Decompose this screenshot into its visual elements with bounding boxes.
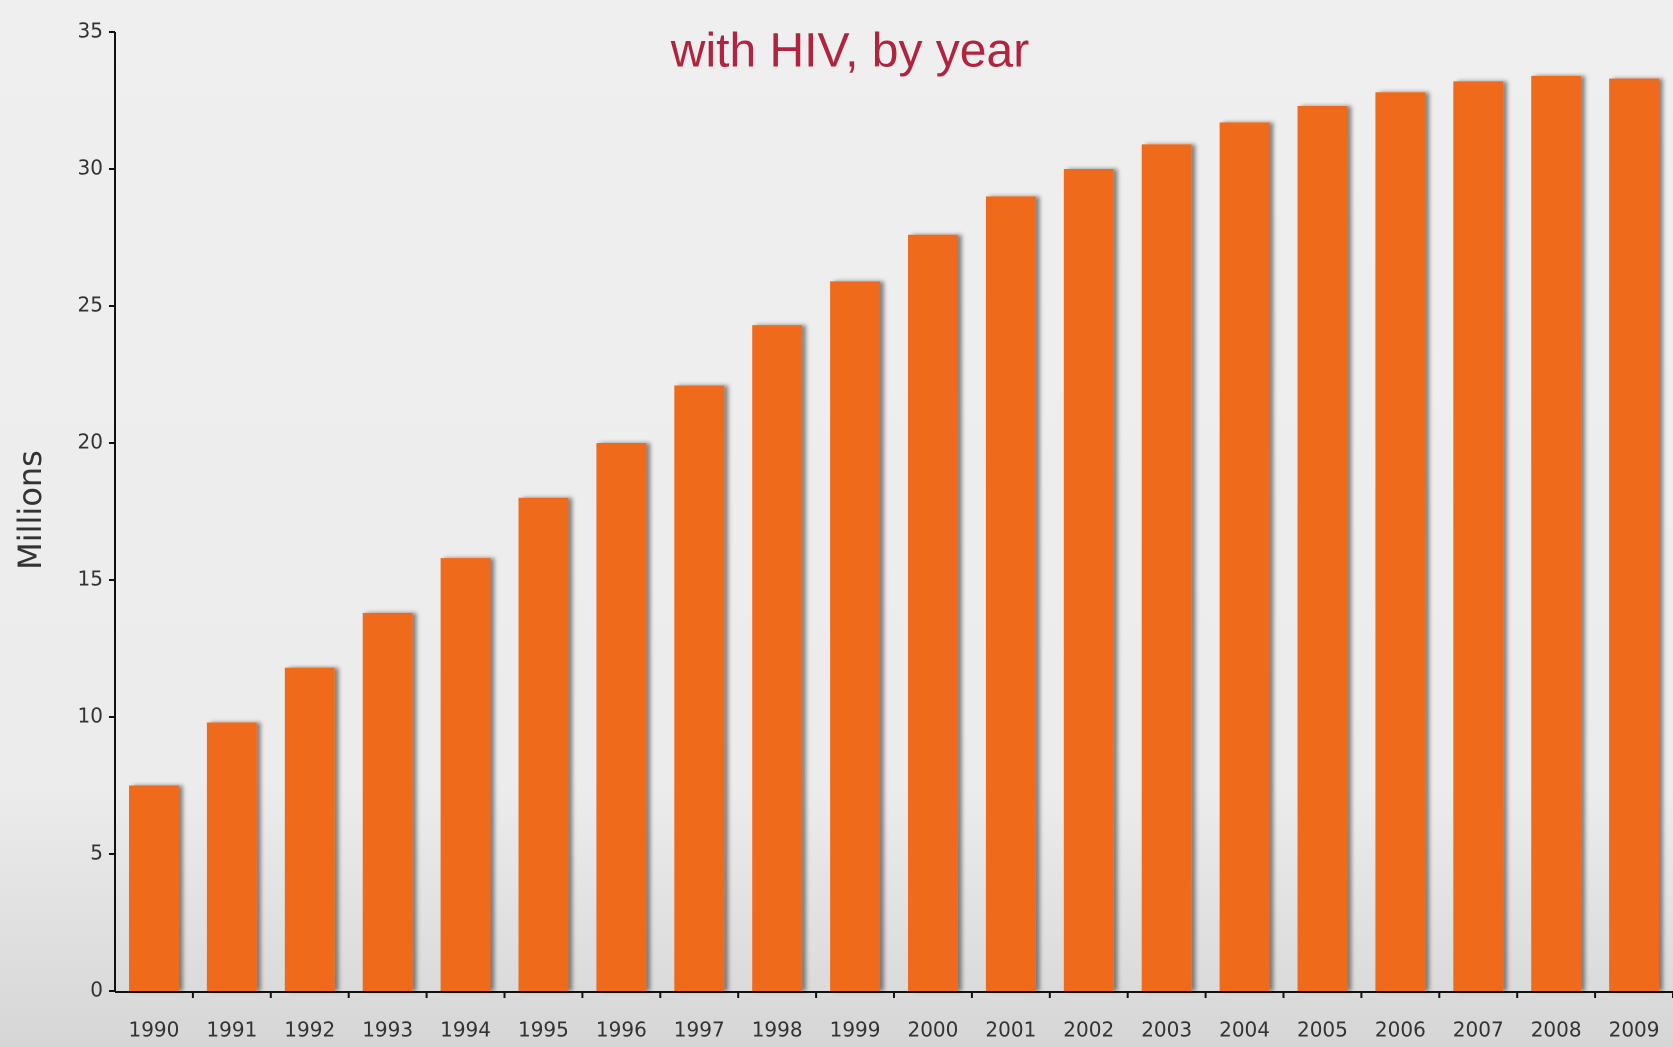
bar [1297, 105, 1348, 992]
x-tick-label: 2006 [1375, 1018, 1426, 1042]
bar [596, 443, 647, 991]
bar [1375, 92, 1426, 991]
x-tick-label: 2008 [1531, 1018, 1582, 1042]
x-tick-label: 2004 [1219, 1018, 1270, 1042]
bar [1219, 122, 1270, 992]
bar [1453, 81, 1504, 991]
bar [1141, 144, 1192, 992]
y-axis-label: Millions [11, 450, 49, 570]
y-tick-label: 15 [78, 567, 103, 591]
y-tick-label: 30 [78, 156, 103, 180]
x-tick-label: 2009 [1609, 1018, 1660, 1042]
bar [908, 234, 958, 991]
y-tick-label: 25 [78, 293, 103, 317]
y-tick-label: 35 [78, 19, 103, 43]
bar [518, 497, 569, 991]
x-tick-label: 2003 [1141, 1018, 1192, 1042]
x-tick-label: 1997 [674, 1018, 725, 1042]
x-tick-label: 1999 [830, 1018, 881, 1042]
bar [1531, 75, 1582, 992]
y-tick-label: 5 [90, 841, 103, 865]
bar [206, 722, 257, 991]
bar [129, 785, 179, 991]
bar [830, 281, 880, 992]
y-tick-label: 0 [90, 978, 103, 1002]
x-tick-label: 2001 [985, 1018, 1036, 1042]
x-tick-label: 2007 [1453, 1018, 1504, 1042]
bar [985, 196, 1036, 991]
x-tick-label: 1992 [284, 1018, 335, 1042]
bar [1609, 78, 1659, 991]
bar [752, 325, 803, 991]
x-tick-label: 1993 [362, 1018, 413, 1042]
x-tick-label: 1990 [128, 1018, 179, 1042]
y-tick-label: 20 [78, 430, 103, 454]
y-tick-label: 10 [78, 704, 103, 728]
bar [674, 385, 725, 992]
bar [440, 558, 491, 991]
bar [362, 612, 413, 991]
chart-title: with HIV, by year [670, 25, 1029, 78]
x-tick-label: 2005 [1297, 1018, 1348, 1042]
bar [1063, 169, 1114, 991]
x-tick-label: 1995 [518, 1018, 569, 1042]
x-tick-label: 2002 [1063, 1018, 1114, 1042]
bar [284, 667, 335, 991]
x-tick-label: 2000 [907, 1018, 958, 1042]
x-tick-label: 1996 [596, 1018, 647, 1042]
x-tick-label: 1994 [440, 1018, 491, 1042]
x-tick-label: 1991 [206, 1018, 257, 1042]
x-tick-label: 1998 [752, 1018, 803, 1042]
